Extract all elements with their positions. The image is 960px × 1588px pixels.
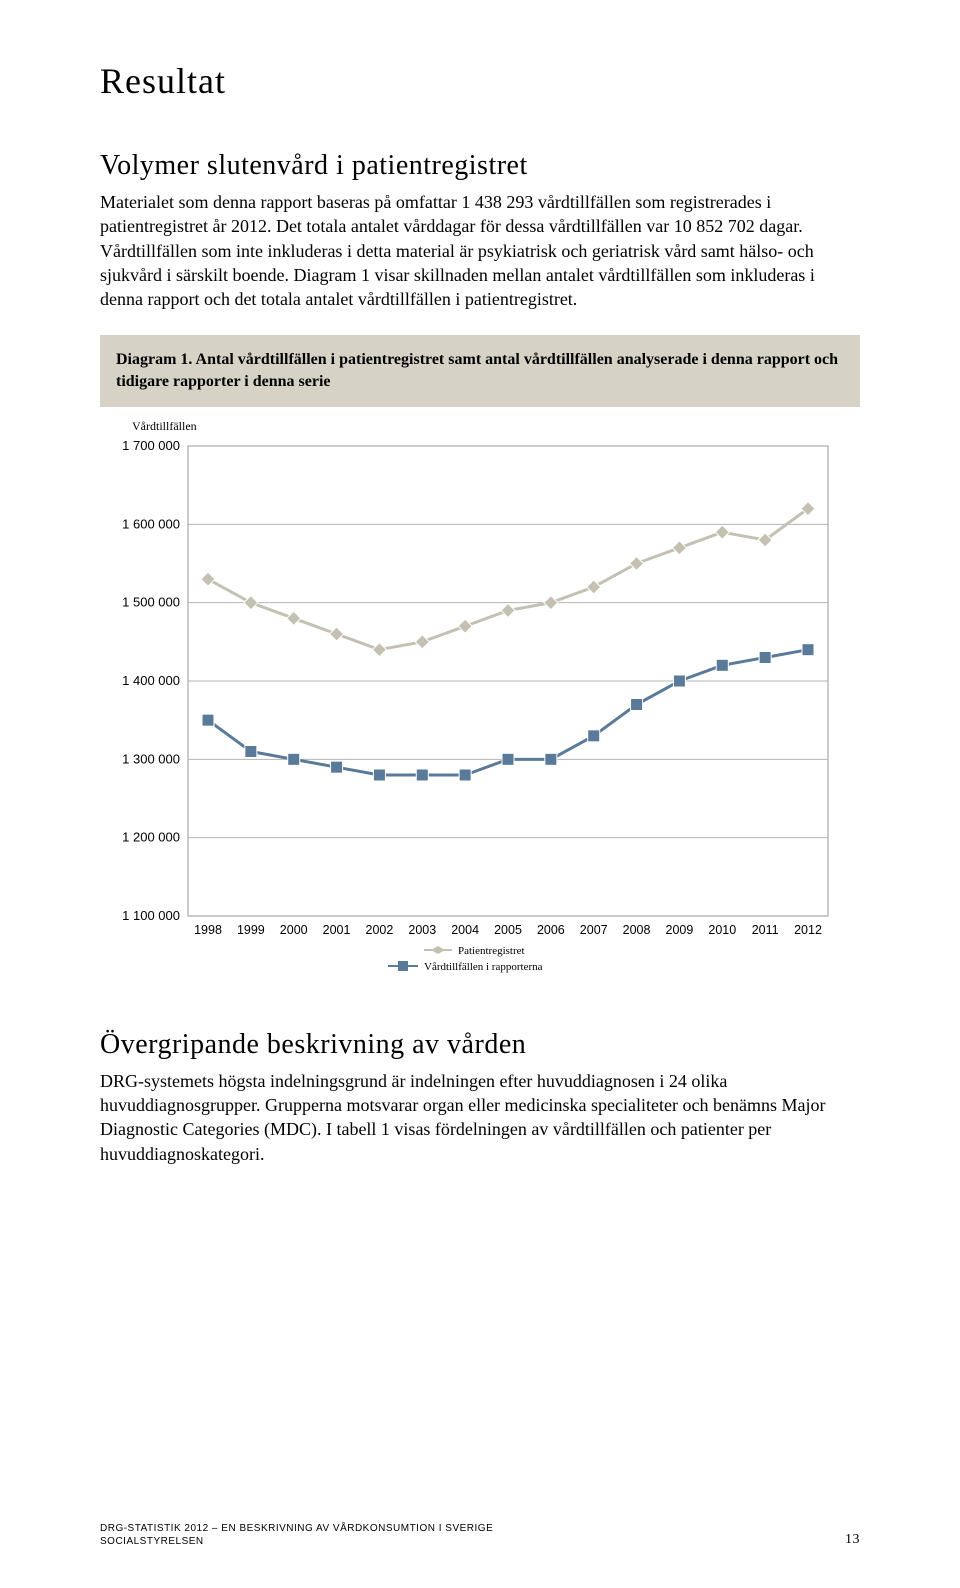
svg-text:1 500 000: 1 500 000 bbox=[122, 594, 180, 609]
svg-text:2007: 2007 bbox=[580, 923, 608, 937]
svg-text:1 300 000: 1 300 000 bbox=[122, 751, 180, 766]
diagram1-title-strong: Diagram 1. bbox=[116, 351, 196, 368]
footer: DRG-STATISTIK 2012 – EN BESKRIVNING AV V… bbox=[100, 1522, 860, 1548]
diagram1-title-box: Diagram 1. Antal vårdtillfällen i patien… bbox=[100, 335, 860, 406]
svg-text:2012: 2012 bbox=[794, 923, 822, 937]
svg-text:2011: 2011 bbox=[752, 923, 779, 937]
svg-text:1 700 000: 1 700 000 bbox=[122, 438, 180, 453]
svg-text:1999: 1999 bbox=[237, 923, 265, 937]
svg-text:2006: 2006 bbox=[537, 923, 565, 937]
diagram1-title: Diagram 1. Antal vårdtillfällen i patien… bbox=[116, 349, 844, 392]
svg-text:2009: 2009 bbox=[666, 923, 694, 937]
svg-text:2005: 2005 bbox=[494, 923, 522, 937]
svg-text:1998: 1998 bbox=[194, 923, 222, 937]
svg-text:2004: 2004 bbox=[451, 923, 479, 937]
chart-svg: 1 700 000 1 600 000 1 500 000 1 400 000 1 30… bbox=[108, 436, 848, 976]
svg-text:2003: 2003 bbox=[408, 923, 436, 937]
svg-text:2010: 2010 bbox=[708, 923, 736, 937]
footer-line2: SOCIALSTYRELSEN bbox=[100, 1535, 493, 1548]
svg-text:2002: 2002 bbox=[366, 923, 394, 937]
svg-text:1 600 000: 1 600 000 bbox=[122, 516, 180, 531]
svg-text:2000: 2000 bbox=[280, 923, 308, 937]
chart-ylabel: Vårdtillfällen bbox=[132, 419, 852, 434]
svg-text:1 100 000: 1 100 000 bbox=[122, 908, 180, 923]
svg-text:Patientregistret: Patientregistret bbox=[458, 945, 525, 957]
svg-text:1 400 000: 1 400 000 bbox=[122, 673, 180, 688]
section2-body: DRG-systemets högsta indelningsgrund är … bbox=[100, 1069, 860, 1166]
footer-page: 13 bbox=[845, 1532, 860, 1548]
section1-body: Materialet som denna rapport baseras på … bbox=[100, 190, 860, 311]
diagram1-chart: Vårdtillfällen 1 700 000 1 600 000 1 500 0… bbox=[100, 407, 860, 989]
svg-text:2008: 2008 bbox=[623, 923, 651, 937]
footer-left: DRG-STATISTIK 2012 – EN BESKRIVNING AV V… bbox=[100, 1522, 493, 1548]
svg-text:Vårdtillfällen i rapporterna: Vårdtillfällen i rapporterna bbox=[424, 961, 543, 973]
diagram1-title-rest: Antal vårdtillfällen i patientregistret … bbox=[116, 351, 838, 390]
footer-line1: DRG-STATISTIK 2012 – EN BESKRIVNING AV V… bbox=[100, 1522, 493, 1535]
section1-heading: Volymer slutenvård i patientregistret bbox=[100, 150, 860, 182]
svg-text:1 200 000: 1 200 000 bbox=[122, 829, 180, 844]
page-title: Resultat bbox=[100, 60, 860, 102]
svg-text:2001: 2001 bbox=[323, 923, 351, 937]
section2-heading: Övergripande beskrivning av vården bbox=[100, 1029, 860, 1061]
